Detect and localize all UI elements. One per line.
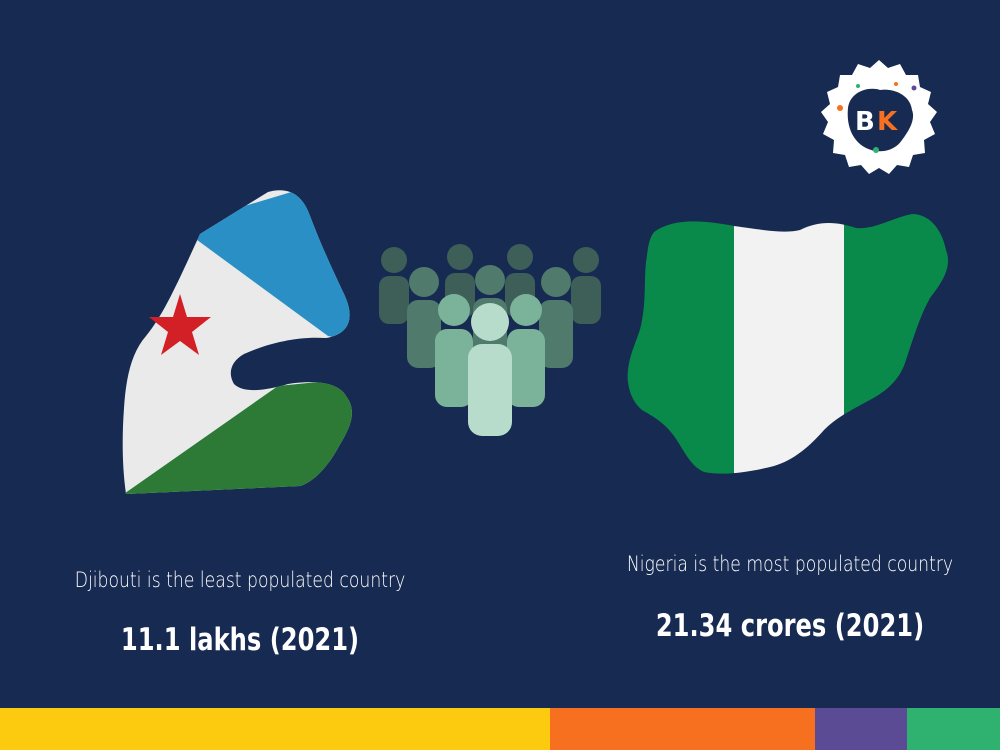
djibouti-flag-map-icon — [122, 190, 352, 495]
djibouti-population-value: 11.1 lakhs (2021) — [120, 622, 360, 658]
bk-logo-icon: B K — [821, 60, 937, 174]
nigeria-population-value: 21.34 crores (2021) — [655, 608, 925, 644]
djibouti-caption: Djibouti is the least populated country — [74, 568, 406, 592]
nigeria-flag-map-icon — [627, 214, 949, 474]
footer-stripe-orange — [550, 708, 815, 750]
logo-letter-b: B — [855, 107, 875, 137]
crowd-of-people-icon — [379, 244, 601, 436]
footer-stripe-green — [907, 708, 1000, 750]
logo-letter-k: K — [877, 107, 898, 137]
footer-color-stripe — [0, 708, 1000, 750]
footer-stripe-purple — [815, 708, 907, 750]
nigeria-caption: Nigeria is the most populated country — [626, 552, 954, 576]
footer-stripe-yellow — [0, 708, 550, 750]
